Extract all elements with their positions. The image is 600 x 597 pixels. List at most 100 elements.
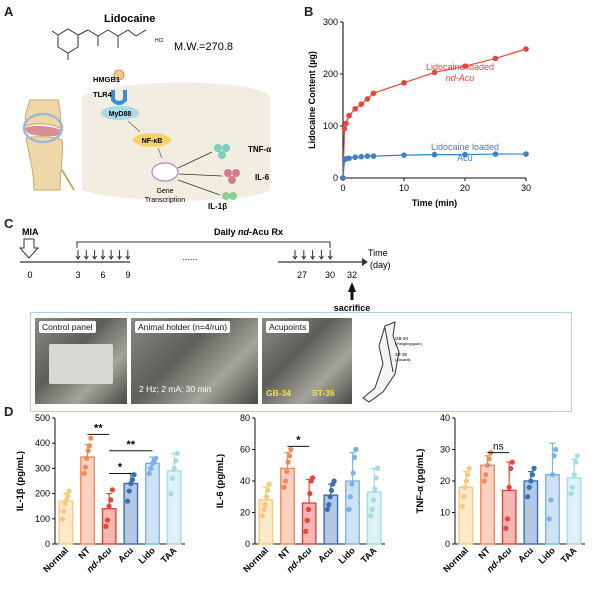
data-point bbox=[526, 484, 532, 490]
category-label: nd-Acu bbox=[485, 545, 514, 574]
arrow-nfkb-nucleus bbox=[157, 147, 163, 159]
x-tick-label: 20 bbox=[460, 183, 470, 193]
dose-arrow bbox=[318, 250, 324, 260]
panel-letter-b: B bbox=[304, 4, 314, 19]
bar bbox=[166, 470, 182, 545]
category-label: TAA bbox=[159, 545, 179, 565]
schematic-st36-name: (Zusanli) bbox=[395, 357, 411, 362]
dose-arrow bbox=[301, 250, 307, 260]
rx-label: Daily nd-Acu Rx bbox=[214, 227, 283, 237]
dose-arrow bbox=[92, 250, 98, 260]
photo-label-control-panel: Control panel bbox=[39, 321, 96, 333]
data-point bbox=[370, 153, 377, 159]
data-point bbox=[463, 478, 470, 484]
x-tick-label: 10 bbox=[399, 183, 409, 193]
data-point bbox=[370, 497, 377, 503]
data-point bbox=[331, 478, 337, 484]
y-tick-label: 0 bbox=[245, 539, 250, 549]
rx-bracket bbox=[76, 241, 331, 248]
data-point bbox=[286, 453, 293, 459]
data-point bbox=[84, 455, 90, 461]
arrow-myd88-nfkb bbox=[127, 120, 141, 133]
dose-arrow bbox=[100, 250, 106, 260]
data-point bbox=[523, 151, 529, 157]
data-point bbox=[347, 494, 354, 500]
il6-cluster-icon bbox=[224, 169, 240, 184]
time-axis-label: Time bbox=[368, 248, 388, 258]
data-point bbox=[465, 472, 471, 478]
y-axis-label: Lidocaine Content (µg) bbox=[307, 51, 317, 149]
data-point bbox=[401, 152, 407, 158]
knee-joint-icon bbox=[22, 99, 75, 191]
series-label-line1: Lidocaine loaded bbox=[426, 62, 494, 72]
y-tick-label: 40 bbox=[240, 476, 250, 486]
x-axis-label: Time (min) bbox=[412, 198, 457, 208]
data-point bbox=[174, 450, 180, 456]
schematic-st36: ST-36 bbox=[395, 352, 408, 357]
data-point bbox=[352, 154, 358, 160]
hindlimb-schematic-icon: GB-34 (Yanglingquan) ST-36 (Zusanli) bbox=[362, 321, 423, 403]
data-point bbox=[281, 484, 287, 490]
drug-name: Lidocaine bbox=[104, 13, 155, 25]
data-point bbox=[340, 175, 346, 181]
data-point bbox=[503, 525, 509, 531]
data-point bbox=[548, 497, 554, 503]
data-point bbox=[351, 454, 358, 460]
data-point bbox=[346, 506, 352, 512]
y-tick-label: 20 bbox=[240, 508, 250, 518]
y-tick-label: 100 bbox=[323, 121, 338, 131]
data-point bbox=[103, 523, 109, 529]
schematic-gb34-name: (Yanglingquan) bbox=[395, 341, 423, 346]
hmgb1-icon bbox=[113, 69, 125, 81]
arrow-to-tnf bbox=[177, 151, 213, 169]
x-tick-label: 30 bbox=[521, 183, 531, 193]
data-point bbox=[88, 435, 94, 441]
data-point bbox=[265, 487, 271, 494]
category-label: NT bbox=[476, 545, 492, 561]
bar bbox=[58, 500, 74, 545]
category-label: Lido bbox=[536, 545, 557, 566]
data-point bbox=[341, 125, 348, 132]
data-point bbox=[484, 462, 491, 468]
y-tick-label: 100 bbox=[35, 514, 50, 524]
y-tick-label: 30 bbox=[440, 445, 450, 455]
data-point bbox=[349, 481, 355, 487]
significance-label: ** bbox=[94, 422, 103, 434]
data-point bbox=[173, 458, 179, 464]
data-point bbox=[492, 151, 499, 157]
data-point bbox=[528, 478, 534, 484]
y-tick-label: 200 bbox=[35, 489, 50, 499]
data-point bbox=[108, 497, 114, 503]
category-label: TAA bbox=[359, 545, 379, 565]
data-point bbox=[288, 446, 294, 453]
data-point bbox=[461, 494, 467, 500]
category-label: Acu bbox=[116, 545, 135, 564]
dose-arrow bbox=[292, 250, 298, 260]
dose-arrow bbox=[117, 250, 122, 260]
data-point bbox=[483, 472, 489, 478]
data-point bbox=[492, 55, 499, 62]
data-point bbox=[266, 481, 272, 487]
data-point bbox=[81, 470, 87, 477]
photo-control-panel: Control panel bbox=[35, 318, 127, 404]
data-point bbox=[374, 465, 381, 471]
data-point bbox=[364, 96, 371, 102]
category-label: nd-Acu bbox=[285, 545, 314, 574]
category-label: Lido bbox=[336, 545, 357, 566]
node-tlr4: TLR4 bbox=[93, 90, 113, 99]
data-point bbox=[353, 446, 359, 453]
data-point bbox=[509, 459, 515, 465]
data-point bbox=[305, 506, 312, 512]
data-point bbox=[486, 456, 492, 462]
y-axis-label: IL-1β (pg/mL) bbox=[15, 451, 26, 511]
dose-arrow bbox=[75, 250, 81, 260]
data-point bbox=[504, 516, 511, 522]
arrow-to-il1b bbox=[177, 179, 221, 196]
y-tick-label: 0 bbox=[445, 539, 450, 549]
schematic-gb34: GB-34 bbox=[395, 336, 409, 341]
y-tick-label: 200 bbox=[323, 69, 338, 79]
sacrifice-label: sacrifice bbox=[334, 303, 371, 312]
significance-label: * bbox=[296, 434, 301, 446]
tick-day-27: 27 bbox=[297, 270, 307, 280]
